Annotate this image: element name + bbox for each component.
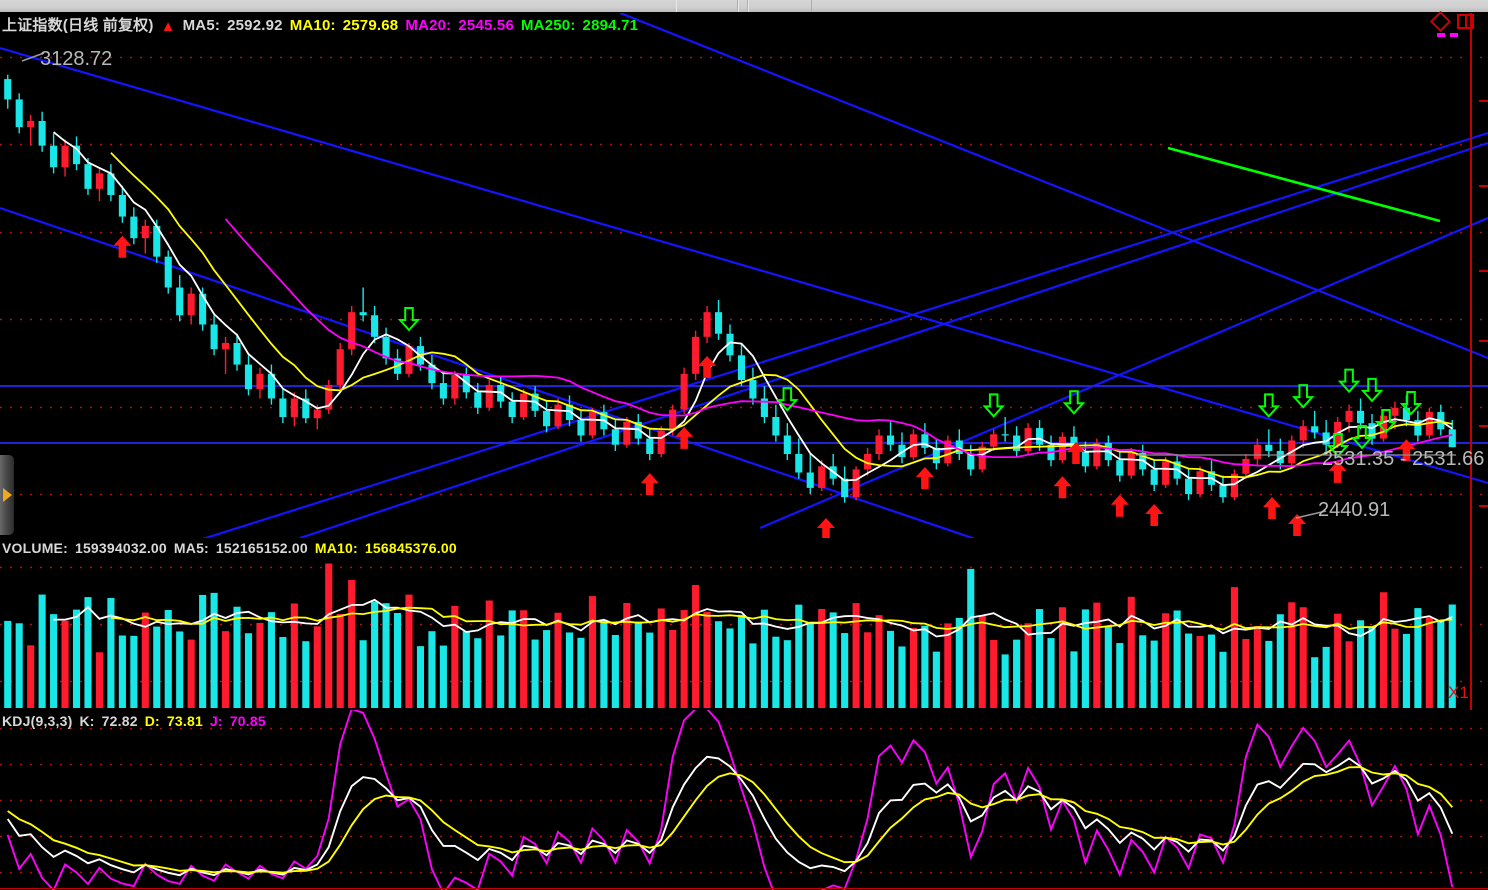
ma20-label: MA20: xyxy=(405,17,452,34)
axis-tick xyxy=(1479,340,1488,342)
kdj-j-value: 70.85 xyxy=(229,713,266,729)
kdj-chart-panel[interactable] xyxy=(0,710,1488,890)
toolbar[interactable] xyxy=(0,0,1488,13)
price-plot-area[interactable] xyxy=(0,13,1488,538)
kdj-j-label: J: xyxy=(209,713,223,729)
dash-mark xyxy=(1437,33,1445,37)
volume-plot-area[interactable] xyxy=(0,538,1488,710)
instrument-name: 上证指数(日线 前复权) xyxy=(2,17,154,34)
kdj-k-label: K: xyxy=(79,713,95,729)
axis-tick xyxy=(1479,505,1488,507)
top-right-icon-group[interactable] xyxy=(1429,10,1474,33)
kdj-legend: KDJ(9,3,3) K: 72.82 D: 73.81 J: 70.85 xyxy=(2,713,273,729)
volume-value: 159394032.00 xyxy=(74,540,167,556)
expand-panel-handle[interactable] xyxy=(0,455,14,535)
axis-tick xyxy=(1479,100,1488,102)
ma5-label: MA5: xyxy=(182,17,221,34)
dash-mark xyxy=(1450,33,1458,37)
volume-ma5-label: MA5: xyxy=(173,540,209,556)
panel-divider-3 xyxy=(0,888,1488,889)
right-price-axis[interactable] xyxy=(1470,13,1472,710)
axis-tick xyxy=(1479,270,1488,272)
magenta-dashes-indicator xyxy=(1437,33,1458,37)
low-price-annotation: 2440.91 xyxy=(1318,499,1391,521)
window-icon[interactable] xyxy=(1457,14,1474,29)
volume-label: VOLUME: xyxy=(2,540,68,556)
kdj-title: KDJ(9,3,3) xyxy=(2,713,73,729)
kdj-plot-area[interactable] xyxy=(0,710,1488,890)
kdj-d-label: D: xyxy=(144,713,160,729)
toolbar-spacer-right xyxy=(812,0,1488,12)
toolbar-button-1[interactable] xyxy=(676,0,738,12)
toolbar-button-2[interactable] xyxy=(738,0,748,12)
axis-scale-label[interactable]: X1 xyxy=(1448,683,1469,702)
toolbar-button-3[interactable] xyxy=(748,0,812,12)
volume-ma10-value: 156845376.00 xyxy=(364,540,457,556)
price-chart-panel[interactable] xyxy=(0,13,1488,538)
toolbar-spacer-left xyxy=(0,0,676,12)
volume-legend: VOLUME: 159394032.00 MA5: 152165152.00 MA10:… xyxy=(2,540,464,556)
high-price-annotation: 3128.72 xyxy=(40,48,113,70)
ma250-label: MA250: xyxy=(520,17,576,34)
axis-tick xyxy=(1479,185,1488,187)
ma5-value: 2592.92 xyxy=(227,17,283,34)
diamond-icon[interactable] xyxy=(1429,10,1452,33)
axis-tick xyxy=(1479,425,1488,427)
volume-ma10-label: MA10: xyxy=(314,540,358,556)
ma20-value: 2545.56 xyxy=(458,17,514,34)
price-legend: 上证指数(日线 前复权) ▲ MA5: 2592.92 MA10: 2579.68 MA20… xyxy=(2,14,645,35)
volume-ma5-value: 152165152.00 xyxy=(215,540,308,556)
ma250-value: 2894.71 xyxy=(582,17,639,34)
ma10-label: MA10: xyxy=(289,17,336,34)
trend-up-arrow-icon: ▲ xyxy=(160,18,176,35)
volume-chart-panel[interactable] xyxy=(0,538,1488,710)
kdj-d-value: 73.81 xyxy=(166,713,203,729)
expand-arrow-icon xyxy=(2,488,12,502)
kdj-k-value: 72.82 xyxy=(101,713,138,729)
ma10-value: 2579.68 xyxy=(342,17,399,34)
current-price-range-annotation: 2531.35 - 2531.66 xyxy=(1322,448,1485,470)
